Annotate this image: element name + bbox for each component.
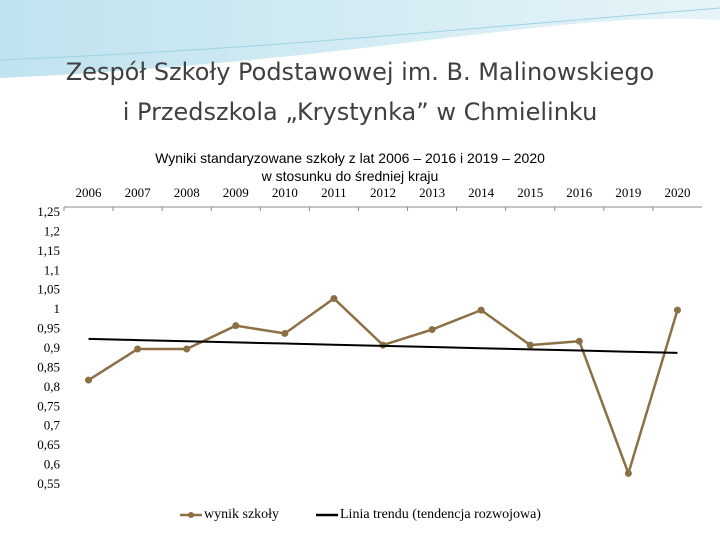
data-point xyxy=(673,306,681,314)
data-point xyxy=(183,345,191,353)
x-tick-label: 2009 xyxy=(223,185,249,200)
series-line xyxy=(88,337,678,354)
x-tick-label: 2013 xyxy=(419,185,445,200)
y-tick-label: 0,65 xyxy=(37,437,60,452)
y-tick-label: 1 xyxy=(54,301,61,316)
y-tick-label: 1,25 xyxy=(37,204,60,219)
y-tick-label: 0,55 xyxy=(37,476,60,491)
x-tick-label: 2020 xyxy=(664,185,690,200)
y-tick-label: 0,95 xyxy=(37,321,60,336)
y-tick-label: 0,9 xyxy=(44,340,60,355)
decor-wave xyxy=(0,0,720,78)
title: Zespół Szkoły Podstawowej im. B. Malinow… xyxy=(66,58,655,86)
legend-marker xyxy=(188,512,194,518)
data-point xyxy=(330,294,338,302)
x-tick-label: 2015 xyxy=(517,185,543,200)
data-point xyxy=(232,322,240,330)
x-tick-label: 2011 xyxy=(321,185,347,200)
x-tick-label: 2006 xyxy=(76,185,103,200)
data-point xyxy=(134,345,142,353)
y-tick-label: 1,2 xyxy=(44,223,60,238)
subtitle: w stosunku do średniej kraju xyxy=(261,168,439,184)
y-tick-label: 0,85 xyxy=(37,359,60,374)
x-tick-label: 2007 xyxy=(125,185,152,200)
y-tick-label: 1,1 xyxy=(44,262,60,277)
y-tick-label: 0,6 xyxy=(44,457,61,472)
x-tick-label: 2019 xyxy=(615,185,641,200)
y-tick-label: 0,8 xyxy=(44,379,60,394)
y-tick-label: 1,05 xyxy=(37,282,60,297)
subtitle: Wyniki standaryzowane szkoły z lat 2006 … xyxy=(155,150,545,166)
data-point xyxy=(281,329,289,337)
series-line xyxy=(87,296,679,478)
decor-line xyxy=(0,7,720,61)
x-tick-label: 2008 xyxy=(174,185,200,200)
x-tick-label: 2012 xyxy=(370,185,396,200)
y-tick-label: 0,75 xyxy=(37,398,60,413)
legend-label: Linia trendu (tendencja rozwojowa) xyxy=(340,507,541,522)
y-tick-label: 0,7 xyxy=(44,418,61,433)
data-point xyxy=(477,306,485,314)
x-tick-label: 2010 xyxy=(272,185,298,200)
data-point xyxy=(526,341,534,349)
legend-label: wynik szkoły xyxy=(204,507,279,522)
data-point xyxy=(428,326,436,334)
title: i Przedszkola „Krystynka” w Chmielinku xyxy=(123,98,598,126)
x-tick-label: 2016 xyxy=(566,185,593,200)
data-point xyxy=(575,337,583,345)
data-point xyxy=(85,376,93,384)
x-tick-label: 2014 xyxy=(468,185,495,200)
y-tick-label: 1,15 xyxy=(37,243,60,258)
data-point xyxy=(624,469,632,477)
